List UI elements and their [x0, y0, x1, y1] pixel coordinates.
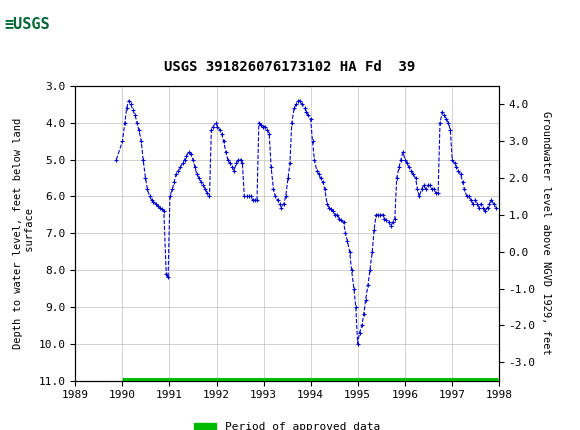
Text: ≡USGS: ≡USGS [4, 17, 50, 32]
Y-axis label: Depth to water level, feet below land
 surface: Depth to water level, feet below land su… [13, 118, 35, 349]
Legend: Period of approved data: Period of approved data [190, 418, 385, 430]
Bar [3, 4, 78, 46]
Text: USGS 391826076173102 HA Fd  39: USGS 391826076173102 HA Fd 39 [164, 60, 416, 74]
Y-axis label: Groundwater level above NGVD 1929, feet: Groundwater level above NGVD 1929, feet [541, 111, 551, 355]
